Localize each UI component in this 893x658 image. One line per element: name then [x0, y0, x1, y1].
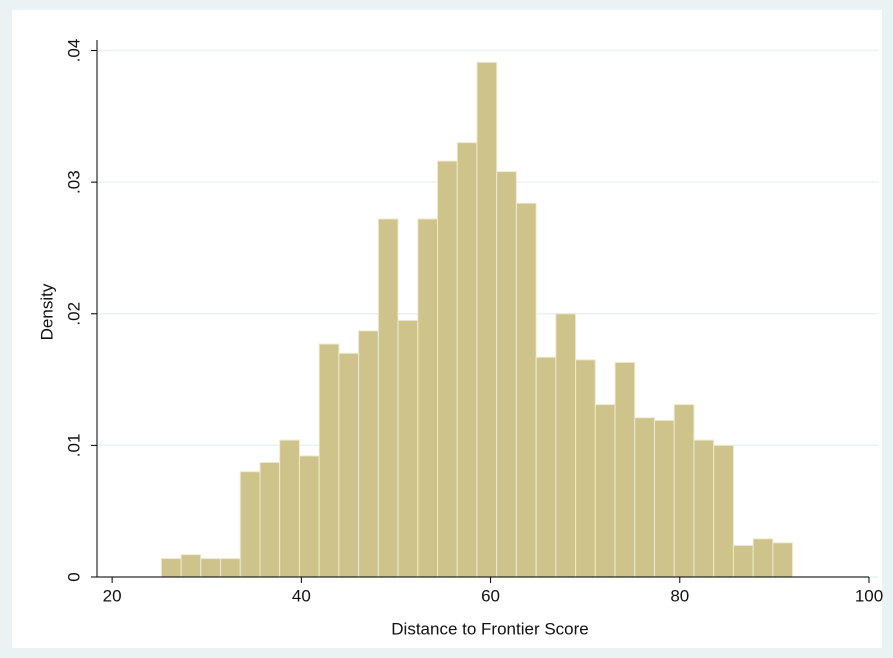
bar [279, 439, 300, 578]
bar [654, 419, 675, 578]
bar [318, 343, 340, 578]
bar [634, 417, 656, 578]
x-tick-label: 100 [855, 586, 883, 605]
bar [338, 352, 360, 578]
y-tick-label: .04 [64, 39, 83, 63]
bar [377, 218, 399, 578]
y-tick-label: .02 [64, 302, 83, 326]
x-tick-label: 80 [670, 586, 689, 605]
y-axis-title: Density [37, 283, 56, 340]
bar [752, 538, 774, 578]
bar [239, 471, 261, 578]
x-axis-title: Distance to Frontier Score [391, 619, 588, 638]
x-tick-label: 60 [481, 586, 500, 605]
bar [772, 542, 794, 578]
bar [476, 61, 498, 578]
y-tick-label: .01 [64, 434, 83, 458]
bar [220, 558, 241, 578]
x-tick-label: 40 [292, 586, 311, 605]
bar [713, 444, 734, 578]
y-tick-label: 0 [64, 572, 83, 581]
y-tick-label: .03 [64, 170, 83, 194]
bar [358, 330, 379, 578]
bar [515, 202, 537, 578]
bar [732, 544, 754, 578]
bar [436, 160, 458, 578]
bar [397, 319, 419, 578]
bar [673, 404, 695, 578]
bar [298, 455, 320, 578]
bar [614, 361, 636, 578]
bar [180, 554, 202, 578]
bar [496, 171, 517, 578]
bar [259, 461, 281, 578]
bar [575, 359, 596, 578]
bar [555, 313, 577, 578]
bar [594, 404, 616, 578]
bar [160, 558, 182, 578]
x-tick-label: 20 [103, 586, 122, 605]
bar [456, 142, 478, 578]
bar [535, 356, 557, 578]
bar [693, 439, 715, 578]
bar [200, 558, 222, 578]
bar [417, 218, 438, 578]
